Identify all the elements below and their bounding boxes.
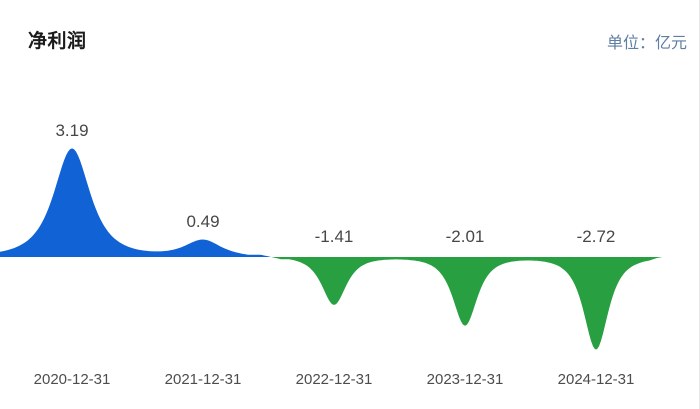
- chart-title: 净利润: [28, 31, 87, 52]
- x-axis-label-2023-12-31: 2023-12-31: [426, 371, 504, 388]
- value-label-2023-12-31: -2.01: [445, 227, 485, 246]
- negative-area-path: [271, 257, 662, 350]
- x-axis-label-2021-12-31: 2021-12-31: [164, 371, 242, 388]
- x-axis-label-2024-12-31: 2024-12-31: [557, 371, 635, 388]
- x-axis-label-2020-12-31: 2020-12-31: [33, 371, 111, 388]
- value-label-2022-12-31: -1.41: [314, 227, 354, 246]
- x-axis-label-2022-12-31: 2022-12-31: [295, 371, 373, 388]
- unit-label: 单位：亿元: [606, 35, 687, 52]
- value-label-2024-12-31: -2.72: [576, 227, 616, 246]
- positive-area-path: [0, 148, 271, 257]
- value-label-2020-12-31: 3.19: [55, 120, 89, 140]
- value-label-2021-12-31: 0.49: [186, 212, 220, 232]
